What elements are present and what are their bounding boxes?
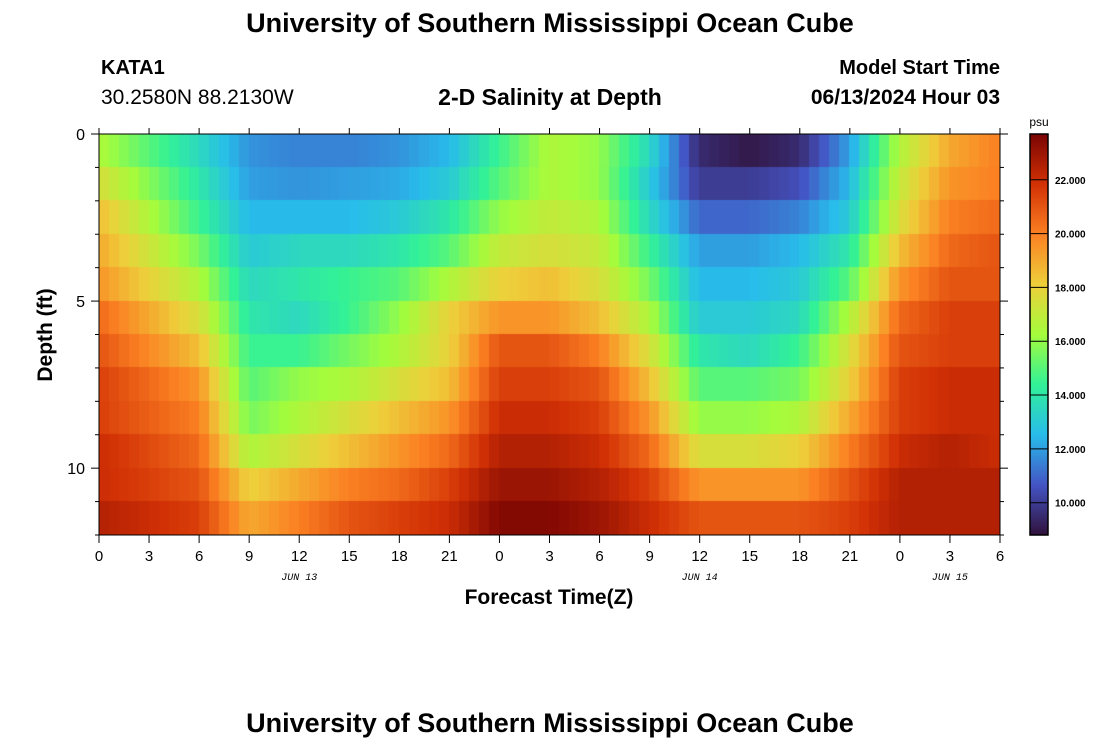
x-tick-label: 3 bbox=[946, 548, 954, 565]
page-title-bottom: University of Southern Mississippi Ocean… bbox=[246, 708, 854, 738]
colorbar-tick-label: 22.000 bbox=[1055, 176, 1086, 187]
station-coordinates: 30.2580N 88.2130W bbox=[101, 86, 294, 109]
x-tick-label: 12 bbox=[691, 548, 708, 565]
x-tick-label: 6 bbox=[595, 548, 603, 565]
colorbar-unit: psu bbox=[1029, 115, 1048, 129]
y-tick-label: 10 bbox=[67, 461, 85, 478]
x-tick-label: 6 bbox=[996, 548, 1004, 565]
colorbar-tick-label: 10.000 bbox=[1055, 499, 1086, 510]
page-title: University of Southern Mississippi Ocean… bbox=[246, 8, 854, 38]
station-id: KATA1 bbox=[101, 57, 165, 79]
colorbar-tick-label: 16.000 bbox=[1055, 337, 1086, 348]
plot-title: 2-D Salinity at Depth bbox=[438, 84, 662, 110]
x-tick-label: 3 bbox=[545, 548, 553, 565]
colorbar-tick-label: 20.000 bbox=[1055, 230, 1086, 241]
x-tick-label: 9 bbox=[245, 548, 253, 565]
x-tick-label: 15 bbox=[341, 548, 358, 565]
x-tick-label: 0 bbox=[95, 548, 103, 565]
date-label: JUN 14 bbox=[682, 573, 718, 584]
y-tick-label: 0 bbox=[76, 127, 85, 144]
model-start-value: 06/13/2024 Hour 03 bbox=[810, 86, 1000, 109]
colorbar bbox=[1029, 133, 1049, 536]
plot-frame bbox=[98, 133, 1001, 536]
x-tick-label: 21 bbox=[441, 548, 458, 565]
y-axis-label: Depth (ft) bbox=[34, 288, 57, 381]
salinity-heatmap bbox=[99, 134, 1000, 535]
y-tick-label: 5 bbox=[76, 294, 85, 311]
x-tick-label: 21 bbox=[841, 548, 858, 565]
colorbar-tick-label: 12.000 bbox=[1055, 445, 1086, 456]
x-tick-label: 18 bbox=[391, 548, 408, 565]
colorbar-tick-label: 18.000 bbox=[1055, 283, 1086, 294]
x-axis-label: Forecast Time(Z) bbox=[465, 586, 634, 609]
x-tick-label: 18 bbox=[791, 548, 808, 565]
x-tick-label: 0 bbox=[495, 548, 503, 565]
x-tick-label: 0 bbox=[896, 548, 904, 565]
date-label: JUN 15 bbox=[932, 573, 968, 584]
x-tick-label: 3 bbox=[145, 548, 153, 565]
colorbar-tick-label: 14.000 bbox=[1055, 391, 1086, 402]
model-start-label: Model Start Time bbox=[839, 57, 1000, 79]
x-tick-label: 12 bbox=[291, 548, 308, 565]
x-tick-label: 6 bbox=[195, 548, 203, 565]
x-tick-label: 15 bbox=[741, 548, 758, 565]
date-label: JUN 13 bbox=[281, 573, 317, 584]
x-tick-label: 9 bbox=[645, 548, 653, 565]
